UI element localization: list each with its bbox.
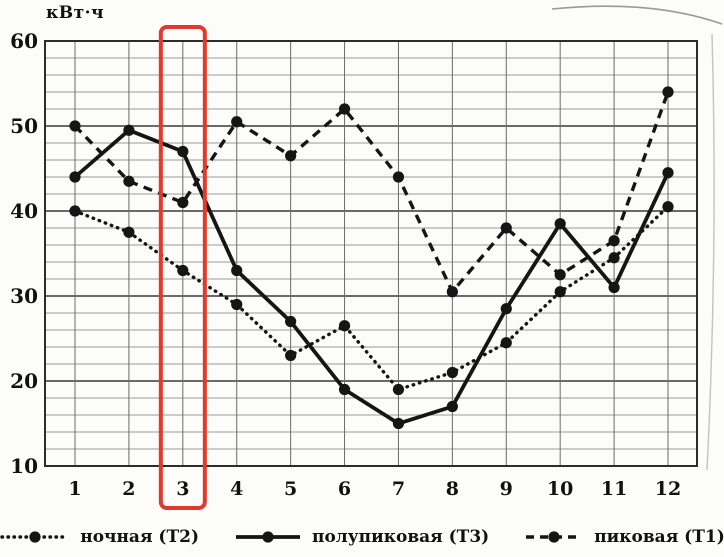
page-curl-decor-top bbox=[551, 5, 723, 25]
data-point bbox=[285, 150, 297, 162]
y-tick-label: 60 bbox=[10, 29, 38, 53]
legend-label-night-t2: ночная (Т2) bbox=[80, 527, 199, 547]
series-line-solid bbox=[73, 128, 670, 426]
y-tick-label: 50 bbox=[10, 114, 38, 138]
data-point bbox=[554, 286, 566, 298]
data-point bbox=[662, 201, 674, 213]
x-tick-label: 4 bbox=[230, 478, 243, 500]
data-point bbox=[338, 320, 351, 332]
data-point bbox=[177, 196, 189, 209]
y-tick-label: 30 bbox=[10, 284, 38, 308]
data-point bbox=[446, 286, 458, 298]
data-point bbox=[446, 366, 458, 379]
data-point bbox=[123, 226, 135, 238]
series-line-dashed bbox=[73, 91, 670, 295]
x-tick-label: 6 bbox=[338, 478, 351, 500]
x-tick-label: 3 bbox=[176, 478, 189, 500]
data-point bbox=[662, 167, 674, 179]
y-tick-label: 40 bbox=[10, 199, 38, 223]
y-axis-unit-label: кВт·ч bbox=[46, 3, 105, 23]
data-point bbox=[554, 269, 566, 281]
data-point bbox=[338, 103, 351, 115]
plot-frame bbox=[44, 40, 698, 467]
data-point bbox=[554, 218, 566, 230]
legend-label-peak-t1: пиковая (Т1) bbox=[594, 527, 724, 547]
legend-item-night-t2: ночная (Т2) bbox=[0, 527, 199, 547]
data-point bbox=[177, 145, 189, 158]
x-tick-label: 12 bbox=[655, 478, 681, 500]
data-point bbox=[392, 383, 405, 396]
highlight-box bbox=[158, 25, 207, 510]
x-tick-label: 2 bbox=[122, 478, 135, 500]
data-point bbox=[231, 264, 243, 277]
data-point bbox=[608, 235, 620, 247]
data-point bbox=[392, 171, 405, 183]
legend-item-peak-t1: пиковая (Т1) bbox=[523, 527, 724, 547]
data-point bbox=[338, 383, 351, 396]
series-line-dotted bbox=[73, 205, 670, 392]
dotted-line-sample-icon bbox=[0, 531, 70, 543]
data-point bbox=[69, 205, 81, 217]
data-point bbox=[608, 281, 620, 294]
data-point bbox=[285, 315, 297, 328]
dashed-line-sample-icon bbox=[526, 531, 583, 543]
data-point bbox=[392, 417, 405, 430]
page-curl-decor-right bbox=[706, 33, 715, 471]
data-point bbox=[231, 298, 243, 311]
data-point bbox=[177, 264, 189, 277]
legend-item-halfpeak-t3: полупиковая (Т3) bbox=[233, 527, 489, 547]
data-point bbox=[69, 171, 81, 183]
chart-legend: ночная (Т2) полупиковая (Т3) пиковая (Т1… bbox=[0, 522, 724, 552]
data-point bbox=[500, 222, 512, 234]
x-tick-label: 9 bbox=[500, 478, 513, 500]
x-tick-label: 1 bbox=[68, 478, 81, 500]
x-tick-label: 5 bbox=[284, 478, 297, 500]
legend-label-halfpeak-t3: полупиковая (Т3) bbox=[312, 527, 490, 547]
y-tick-label: 20 bbox=[10, 369, 38, 393]
y-tick-label: 10 bbox=[10, 454, 38, 478]
solid-line-sample-icon bbox=[236, 531, 300, 543]
data-point bbox=[500, 337, 512, 349]
x-tick-label: 7 bbox=[392, 478, 405, 500]
data-point bbox=[500, 303, 512, 315]
data-point bbox=[446, 400, 458, 413]
data-point bbox=[231, 116, 243, 128]
data-point bbox=[123, 124, 135, 136]
x-tick-label: 11 bbox=[601, 478, 627, 500]
data-point bbox=[662, 86, 674, 98]
x-tick-label: 8 bbox=[446, 478, 459, 500]
data-point bbox=[285, 349, 297, 362]
x-tick-label: 10 bbox=[547, 478, 573, 500]
data-point bbox=[69, 120, 81, 132]
data-point bbox=[123, 175, 135, 187]
data-point bbox=[608, 252, 620, 264]
